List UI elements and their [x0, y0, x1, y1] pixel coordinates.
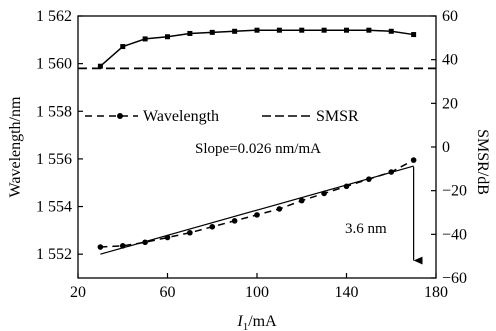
wavelength-point: [209, 223, 216, 230]
smsr-point: [209, 29, 215, 35]
y-left-axis-title: Wavelength/nm: [7, 96, 24, 197]
smsr-point: [344, 27, 349, 33]
smsr-point: [165, 34, 170, 40]
legend-entry-wavelength: Wavelength: [85, 108, 219, 125]
wavelength-point: [366, 176, 372, 182]
y-right-tick-label: 20: [442, 95, 458, 112]
x-axis-title: I1/mA: [236, 313, 277, 331]
legend-entry-smsr: SMSR: [262, 108, 359, 125]
smsr-point: [366, 27, 372, 33]
wavelength-point: [343, 183, 350, 190]
smsr-series-line: [99, 29, 414, 67]
wavelength-point: [164, 234, 171, 241]
y-right-tick-label: 0: [442, 139, 450, 156]
smsr-point: [254, 27, 260, 33]
y-right-tick-label: 40: [442, 52, 458, 69]
y-left-tick-label: 1 552: [36, 246, 72, 263]
y-left-tick-label: 1 554: [36, 199, 72, 216]
series-layer: [78, 27, 436, 255]
y-right-axis-title: SMSR/dB: [474, 129, 491, 195]
wavelength-point: [388, 169, 395, 175]
y-left-tick-label: 1 562: [36, 8, 72, 25]
legend-wavelength-label: Wavelength: [143, 108, 219, 125]
smsr-point: [97, 63, 103, 69]
y-left-tick-label: 1 560: [36, 56, 72, 73]
y-right-tick-label: −60: [442, 270, 467, 287]
smsr-point: [142, 36, 148, 42]
wavelength-point: [298, 197, 305, 204]
legend-wavelength-marker: [117, 113, 123, 119]
y-left-tick-label: 1 556: [36, 151, 72, 168]
wavelength-point: [410, 157, 417, 163]
smsr-point: [232, 28, 238, 34]
x-tick-label: 180: [424, 284, 448, 301]
left-axis-ticks: 1 552 1 554 1 556 1 558 1 560 1 562: [36, 8, 83, 263]
smsr-point: [276, 27, 282, 33]
right-axis-ticks: −60 −40 −20 0 20 40 60: [431, 8, 467, 287]
legend: Wavelength SMSR: [85, 108, 359, 125]
y-right-tick-label: −40: [442, 226, 467, 243]
delta-annotation: 3.6 nm: [345, 221, 387, 237]
smsr-point: [411, 32, 417, 38]
wavelength-point: [187, 229, 193, 236]
fit-line: [100, 165, 414, 255]
wavelength-point: [276, 206, 283, 212]
wavelength-point: [119, 243, 126, 249]
smsr-point: [187, 30, 193, 36]
wavelength-point: [142, 239, 148, 246]
wavelength-point: [231, 218, 238, 224]
y-right-tick-label: 60: [442, 8, 458, 25]
smsr-point: [299, 27, 305, 33]
smsr-point: [321, 27, 327, 33]
x-tick-label: 140: [335, 284, 359, 301]
x-tick-label: 60: [160, 284, 176, 301]
x-tick-label: 100: [245, 284, 269, 301]
x-tick-label: 20: [70, 284, 86, 301]
wavelength-point: [254, 212, 260, 218]
slope-annotation: Slope=0.026 nm/mA: [195, 141, 321, 157]
wavelength-point: [321, 190, 327, 197]
y-left-tick-label: 1 558: [36, 103, 72, 120]
smsr-point: [120, 44, 126, 50]
wavelength-point: [97, 244, 104, 250]
legend-smsr-label: SMSR: [316, 108, 359, 125]
y-right-tick-label: −20: [442, 183, 467, 200]
smsr-point: [388, 28, 394, 34]
x-axis-ticks: 20 60 100 140 180: [70, 273, 448, 301]
